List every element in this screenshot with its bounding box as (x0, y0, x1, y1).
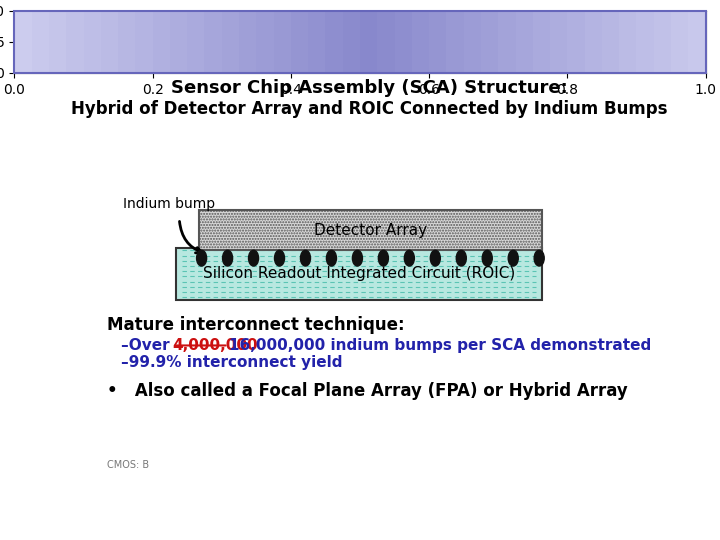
Text: Mature interconnect technique:: Mature interconnect technique: (107, 316, 405, 334)
Ellipse shape (534, 250, 544, 266)
Ellipse shape (352, 250, 362, 266)
Ellipse shape (326, 250, 336, 266)
Ellipse shape (248, 250, 258, 266)
Ellipse shape (222, 250, 233, 266)
Ellipse shape (197, 250, 207, 266)
Bar (199, 210, 542, 250)
Text: 4,000,000: 4,000,000 (173, 338, 258, 353)
Text: –99.9% interconnect yield: –99.9% interconnect yield (121, 355, 342, 369)
Ellipse shape (456, 250, 467, 266)
Ellipse shape (405, 250, 415, 266)
Ellipse shape (300, 250, 310, 266)
Ellipse shape (378, 250, 388, 266)
Text: Hybrid of Detector Array and ROIC Connected by Indium Bumps: Hybrid of Detector Array and ROIC Connec… (71, 100, 667, 118)
Ellipse shape (482, 250, 492, 266)
Text: Indium bump: Indium bump (124, 197, 215, 211)
Ellipse shape (431, 250, 441, 266)
Text: –Over: –Over (121, 338, 174, 353)
Ellipse shape (508, 250, 518, 266)
Text: Silicon Readout Integrated Circuit (ROIC): Silicon Readout Integrated Circuit (ROIC… (203, 266, 516, 281)
Text: Detector Array: Detector Array (314, 222, 427, 238)
Bar (176, 248, 542, 300)
Text: Sensor Chip Assembly (SCA) Structure:: Sensor Chip Assembly (SCA) Structure: (171, 79, 567, 97)
Ellipse shape (274, 250, 284, 266)
Text: CMOS: B: CMOS: B (107, 460, 149, 470)
Text: 16,000,000 indium bumps per SCA demonstrated: 16,000,000 indium bumps per SCA demonstr… (229, 338, 651, 353)
Text: •   Also called a Focal Plane Array (FPA) or Hybrid Array: • Also called a Focal Plane Array (FPA) … (107, 382, 628, 400)
